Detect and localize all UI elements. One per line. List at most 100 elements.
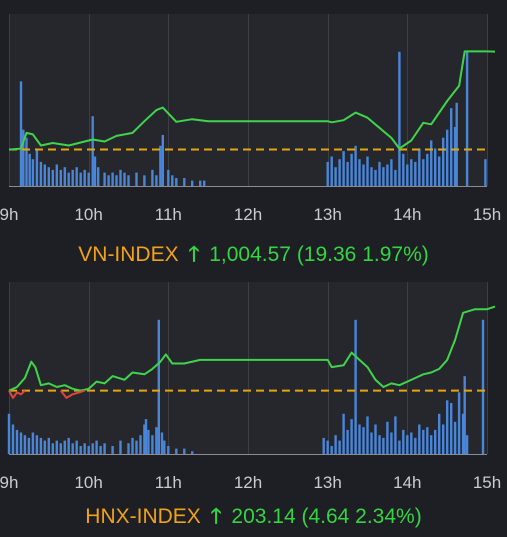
hnx-volume-bar-67 (418, 424, 421, 454)
vn-volume-bar-19 (91, 116, 94, 186)
hnx-volume-bar-68 (422, 429, 425, 454)
hnx-volume-bar-69 (426, 427, 429, 454)
vn-volume-bar-67 (426, 153, 429, 186)
vn-volume-bar-42 (326, 161, 329, 186)
vn-volume-bar-39 (191, 180, 194, 186)
hnx-index-plot: 9h 10h 11h 12h 13h 14h 15h (0, 282, 501, 492)
hnx-volume-bar-40 (175, 448, 178, 454)
hnx-volume-bar-51 (354, 319, 357, 454)
vn-volume-bar-41 (203, 180, 206, 186)
vn-index-line-0 (8, 50, 496, 151)
vn-volume-bar-7 (43, 164, 46, 186)
hnx-volume-bar-19 (83, 443, 86, 454)
vn-volume-bar-21 (97, 167, 100, 186)
hnx-volume-bar-27 (127, 443, 130, 454)
hnx-volume-bar-50 (350, 419, 353, 454)
vn-volume-bar-65 (418, 148, 421, 186)
hnx-index-line-2 (60, 389, 86, 399)
hnx-volume-bar-16 (71, 443, 74, 454)
hnx-volume-bar-18 (79, 446, 82, 454)
hnx-volume-bar-10 (47, 437, 50, 454)
vn-volume-bar-44 (334, 167, 337, 186)
hnx-volume-bar-28 (131, 437, 134, 454)
hnx-volume-bar-11 (51, 443, 54, 454)
vn-volume-bar-30 (143, 175, 146, 186)
hnx-volume-bar-64 (406, 435, 409, 454)
vn-volume-bar-73 (450, 108, 453, 186)
vn-volume-bar-2 (25, 137, 28, 186)
vn-xtick-14h: 14h (393, 205, 421, 224)
vn-volume-bar-48 (350, 153, 353, 186)
vn-volume-bar-3 (28, 153, 31, 186)
vn-volume-bar-25 (115, 175, 118, 186)
hnx-volume-bar-0 (7, 413, 11, 454)
hnx-index-name: HNX-INDEX (85, 505, 201, 528)
hnx-volume-bar-41 (183, 448, 186, 454)
hnx-volume-bar-34 (151, 435, 154, 454)
hnx-volume-bar-5 (27, 437, 31, 454)
hnx-volume-bar-15 (67, 437, 70, 454)
hnx-volume-bar-45 (330, 446, 333, 454)
hnx-volume-bar-22 (95, 440, 98, 454)
hnx-index-line-0 (8, 305, 496, 392)
vn-volume-bar-72 (446, 129, 449, 186)
hnx-volume-bar-72 (438, 413, 441, 454)
hnx-volume-bar-42 (191, 451, 194, 454)
vn-volume-bar-6 (39, 161, 43, 186)
hnx-xtick-10h: 10h (74, 473, 102, 492)
hnx-volume-bar-8 (39, 437, 43, 454)
vn-volume-bar-40 (199, 180, 202, 186)
hnx-index-line-1 (8, 389, 26, 399)
vn-volume-bar-76 (465, 51, 469, 186)
vn-index-caption: VN-INDEX 🡑 1,004.57 (19.36 1.97%) (0, 240, 507, 275)
vn-volume-bar-22 (103, 172, 106, 186)
hnx-volume-bar-35 (155, 427, 158, 454)
hnx-volume-bar-56 (374, 424, 377, 454)
vn-volume-bar-60 (398, 51, 401, 186)
vn-volume-bar-9 (51, 169, 54, 186)
hnx-xtick-13h: 13h (313, 473, 341, 492)
hnx-volume-bar-80 (465, 435, 469, 454)
vn-xtick-12h: 12h (234, 205, 262, 224)
hnx-volume-bar-14 (63, 440, 66, 454)
hnx-volume-bar-6 (31, 432, 35, 454)
hnx-volume-bar-57 (378, 435, 381, 454)
hnx-index-value: 203.14 (4.64 2.34%) (231, 505, 422, 528)
hnx-volume-bar-77 (457, 392, 461, 454)
vn-volume-bar-74 (453, 127, 457, 186)
hnx-volume-bar-2 (15, 429, 19, 454)
vn-index-value: 1,004.57 (19.36 1.97%) (209, 243, 429, 266)
hnx-xtick-15h: 15h (473, 473, 501, 492)
vn-volume-bar-20 (93, 156, 97, 186)
vn-volume-bar-1 (22, 129, 25, 186)
hnx-volume-bar-4 (23, 435, 27, 454)
hnx-volume-bar-23 (99, 446, 102, 454)
vn-volume-bar-8 (47, 167, 50, 186)
vn-index-plot: 9h 10h 11h 12h 13h 14h 15h (0, 14, 501, 224)
vn-xtick-13h: 13h (313, 205, 341, 224)
hnx-volume-bar-12 (55, 440, 58, 454)
vn-volume-bar-11 (59, 169, 62, 186)
hnx-volume-bar-47 (338, 440, 341, 454)
hnx-volume-bar-3 (19, 432, 23, 454)
vn-volume-bar-69 (434, 148, 437, 186)
hnx-xtick-12h: 12h (234, 473, 262, 492)
vn-volume-bar-68 (430, 140, 433, 186)
hnx-volume-bar-36 (157, 319, 160, 454)
vn-volume-bar-36 (171, 175, 174, 186)
hnx-volume-bar-78 (461, 413, 465, 454)
hnx-volume-bar-73 (442, 424, 445, 454)
hnx-volume-bar-75 (450, 403, 453, 454)
vn-volume-bar-63 (410, 159, 413, 186)
vn-volume-bar-23 (107, 175, 110, 186)
arrow-up-icon: 🡑 (188, 243, 200, 266)
vn-volume-bar-38 (183, 178, 186, 186)
hnx-volume-bar-17 (75, 440, 78, 454)
vn-volume-bar-54 (374, 169, 377, 186)
hnx-volume-bar-58 (382, 437, 385, 454)
arrow-up-icon: 🡑 (210, 505, 222, 528)
hnx-volume-bar-43 (322, 437, 325, 454)
vn-volume-bar-13 (67, 172, 70, 186)
vn-volume-bar-64 (414, 161, 417, 186)
hnx-volume-bar-37 (160, 432, 164, 454)
